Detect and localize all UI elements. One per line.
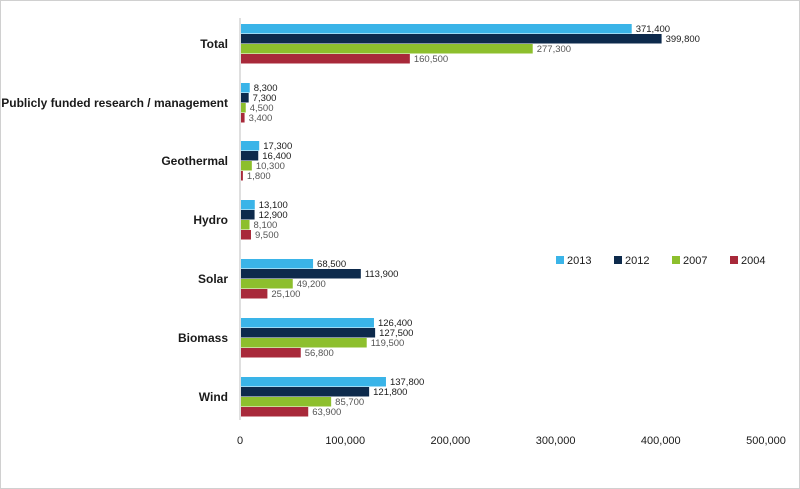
data-label: 85,700	[335, 397, 364, 408]
bar-2007	[241, 44, 533, 54]
data-label: 399,800	[666, 34, 700, 45]
data-label: 63,900	[312, 407, 341, 418]
bar-2012	[241, 210, 255, 220]
data-label: 10,300	[256, 161, 285, 172]
bar-2013	[241, 141, 260, 151]
bar-2004	[241, 348, 301, 358]
bar-2007	[241, 103, 246, 113]
data-label: 4,500	[250, 103, 274, 114]
data-label: 8,100	[254, 220, 278, 231]
bar-2013	[241, 377, 386, 387]
bar-2012	[241, 93, 249, 103]
category-label: Biomass	[178, 331, 228, 345]
bar-2007	[241, 338, 367, 348]
category-label: Wind	[199, 390, 228, 404]
bar-2004	[241, 407, 309, 417]
data-label: 121,800	[373, 387, 407, 398]
x-tick-label: 0	[237, 435, 243, 447]
bar-2004	[241, 171, 243, 181]
data-label: 56,800	[305, 348, 334, 359]
bar-2013	[241, 259, 314, 269]
bar-2013	[241, 318, 374, 328]
legend-swatch	[730, 256, 738, 264]
bar-2004	[241, 289, 268, 299]
data-label: 49,200	[297, 279, 326, 290]
bar-2013	[241, 200, 255, 210]
legend-swatch	[672, 256, 680, 264]
category-label: Hydro	[193, 213, 228, 227]
category-label: Geothermal	[161, 154, 228, 168]
x-tick-label: 100,000	[325, 435, 365, 447]
legend-label: 2007	[683, 255, 707, 267]
bar-2007	[241, 161, 252, 171]
bar-2007	[241, 279, 293, 289]
bar-2004	[241, 113, 245, 123]
data-label: 126,400	[378, 318, 412, 329]
data-label: 25,100	[271, 289, 300, 300]
bar-2007	[241, 220, 250, 230]
data-label: 160,500	[414, 54, 448, 65]
data-label: 13,100	[259, 200, 288, 211]
category-label: Total	[200, 37, 228, 51]
bar-2013	[241, 83, 250, 93]
x-tick-label: 500,000	[746, 435, 786, 447]
data-label: 1,800	[247, 171, 271, 182]
legend-label: 2012	[625, 255, 649, 267]
data-label: 277,300	[537, 44, 571, 55]
bar-2012	[241, 387, 370, 397]
legend-swatch	[614, 256, 622, 264]
data-label: 137,800	[390, 377, 424, 388]
category-label: Solar	[198, 272, 228, 286]
data-label: 119,500	[371, 338, 405, 349]
x-tick-label: 200,000	[431, 435, 471, 447]
data-label: 7,300	[253, 93, 277, 104]
bar-2013	[241, 24, 632, 34]
data-label: 9,500	[255, 230, 279, 241]
data-label: 68,500	[317, 259, 346, 270]
legend-swatch	[556, 256, 564, 264]
data-label: 8,300	[254, 83, 278, 94]
data-label: 17,300	[263, 141, 292, 152]
bar-2012	[241, 269, 361, 279]
data-label: 127,500	[379, 328, 413, 339]
legend-label: 2004	[741, 255, 765, 267]
bar-2012	[241, 151, 259, 161]
x-tick-label: 300,000	[536, 435, 576, 447]
bar-2004	[241, 54, 410, 64]
data-label: 371,400	[636, 24, 670, 35]
legend-label: 2013	[567, 255, 591, 267]
x-tick-label: 400,000	[641, 435, 681, 447]
bar-2012	[241, 328, 376, 338]
data-label: 3,400	[249, 113, 273, 124]
bar-2004	[241, 230, 251, 240]
data-label: 16,400	[262, 151, 291, 162]
data-label: 12,900	[259, 210, 288, 221]
category-label: Publicly funded research / management	[1, 96, 228, 110]
data-label: 113,900	[365, 269, 399, 280]
bar-2012	[241, 34, 662, 44]
bar-2007	[241, 397, 332, 407]
